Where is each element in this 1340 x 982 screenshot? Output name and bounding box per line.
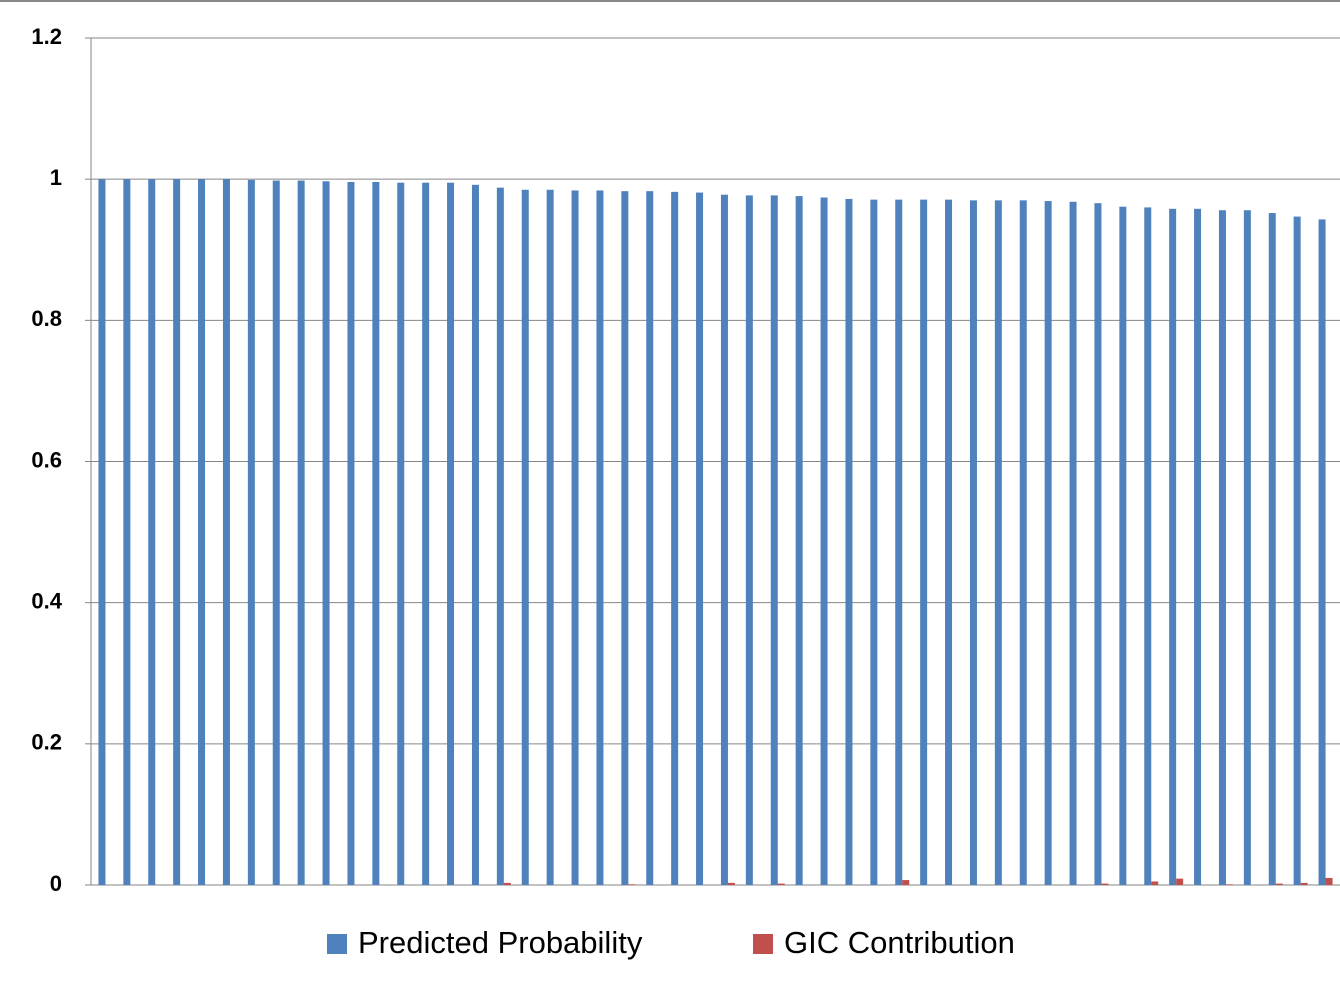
bar <box>372 181 380 886</box>
bar <box>222 179 230 885</box>
bar <box>621 191 629 885</box>
legend-label: GIC Contribution <box>784 925 1015 960</box>
bar <box>1151 881 1159 885</box>
bar <box>770 195 778 886</box>
bar <box>696 192 704 885</box>
bar <box>671 191 679 885</box>
bar <box>1044 201 1052 886</box>
y-tick-label: 0.8 <box>31 306 62 331</box>
bar <box>471 184 479 885</box>
bar <box>820 197 828 886</box>
bar <box>447 182 455 886</box>
bar <box>1275 883 1283 885</box>
bar <box>397 182 405 886</box>
bar <box>1144 207 1152 885</box>
bar <box>745 195 753 886</box>
bar <box>1094 203 1102 886</box>
bar <box>521 189 529 886</box>
bar <box>297 180 305 885</box>
y-tick-label: 0 <box>50 871 62 896</box>
bar <box>1101 883 1109 885</box>
bar <box>123 179 131 885</box>
bar <box>646 191 654 885</box>
y-tick-label: 1.2 <box>31 24 62 49</box>
bar <box>173 179 181 885</box>
bar <box>1325 877 1333 885</box>
legend-label: Predicted Probability <box>358 925 643 960</box>
bar <box>198 179 206 885</box>
bar <box>322 181 330 885</box>
y-tick-label: 0.6 <box>31 447 62 472</box>
bar <box>571 190 579 885</box>
bar <box>1293 216 1301 886</box>
bar <box>628 884 636 885</box>
bar <box>496 187 504 886</box>
bar <box>1069 201 1077 886</box>
bar <box>720 194 728 885</box>
bar <box>870 199 878 885</box>
bar <box>1300 882 1308 885</box>
bar <box>994 200 1002 885</box>
bar <box>777 883 785 885</box>
bar <box>845 198 853 885</box>
bar <box>920 199 928 885</box>
legend-swatch <box>327 934 347 954</box>
legend-swatch <box>753 934 773 954</box>
bar <box>247 179 255 885</box>
bar <box>503 882 511 885</box>
bar <box>969 200 977 885</box>
bar <box>546 189 554 886</box>
bar <box>272 180 280 885</box>
bar <box>148 179 156 885</box>
bar <box>1019 200 1027 885</box>
bar <box>895 199 903 885</box>
bar <box>1243 210 1251 885</box>
y-tick-label: 0.2 <box>31 730 62 755</box>
y-tick-label: 0.4 <box>31 588 62 613</box>
bar <box>347 181 355 886</box>
bar <box>1194 208 1202 886</box>
bar <box>98 179 106 885</box>
bar <box>1318 219 1326 885</box>
bar <box>1225 884 1233 885</box>
bar <box>945 199 953 885</box>
bar <box>1268 213 1276 886</box>
bar <box>1176 878 1184 885</box>
bar <box>902 880 910 885</box>
bar <box>422 182 430 886</box>
bar <box>596 190 604 885</box>
bar <box>1119 206 1127 886</box>
bar <box>795 196 803 885</box>
bar <box>1169 208 1177 886</box>
y-tick-label: 1 <box>50 165 62 190</box>
bar <box>1218 210 1226 885</box>
bar <box>727 882 735 885</box>
